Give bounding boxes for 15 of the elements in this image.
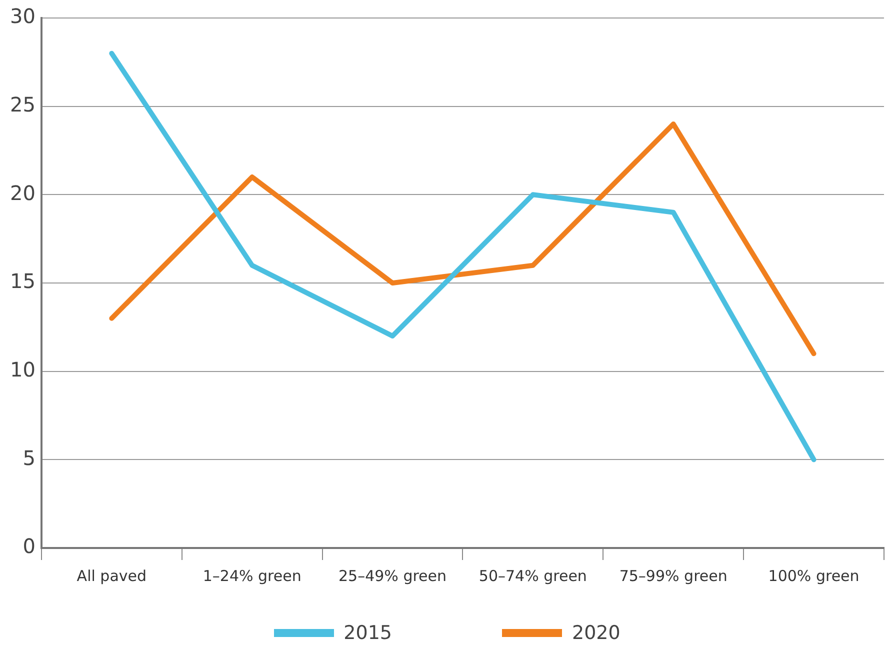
y-tick-label: 15 <box>10 269 36 294</box>
x-tick-label: 25–49% green <box>338 566 447 585</box>
legend-label: 2020 <box>572 622 620 644</box>
y-tick-label: 30 <box>10 4 36 28</box>
x-tick-label: 50–74% green <box>478 566 587 585</box>
y-tick-label: 20 <box>10 180 36 205</box>
y-tick-label: 0 <box>22 534 36 558</box>
y-tick-label: 5 <box>22 446 36 470</box>
x-tick-label: 75–99% green <box>619 566 728 585</box>
legend-label: 2015 <box>344 622 392 644</box>
y-tick-label: 10 <box>10 358 36 382</box>
x-tick-label: All paved <box>76 566 147 585</box>
x-tick-label: 100% green <box>768 566 860 585</box>
y-tick-label: 25 <box>10 92 36 117</box>
x-tick-label: 1–24% green <box>202 566 302 585</box>
